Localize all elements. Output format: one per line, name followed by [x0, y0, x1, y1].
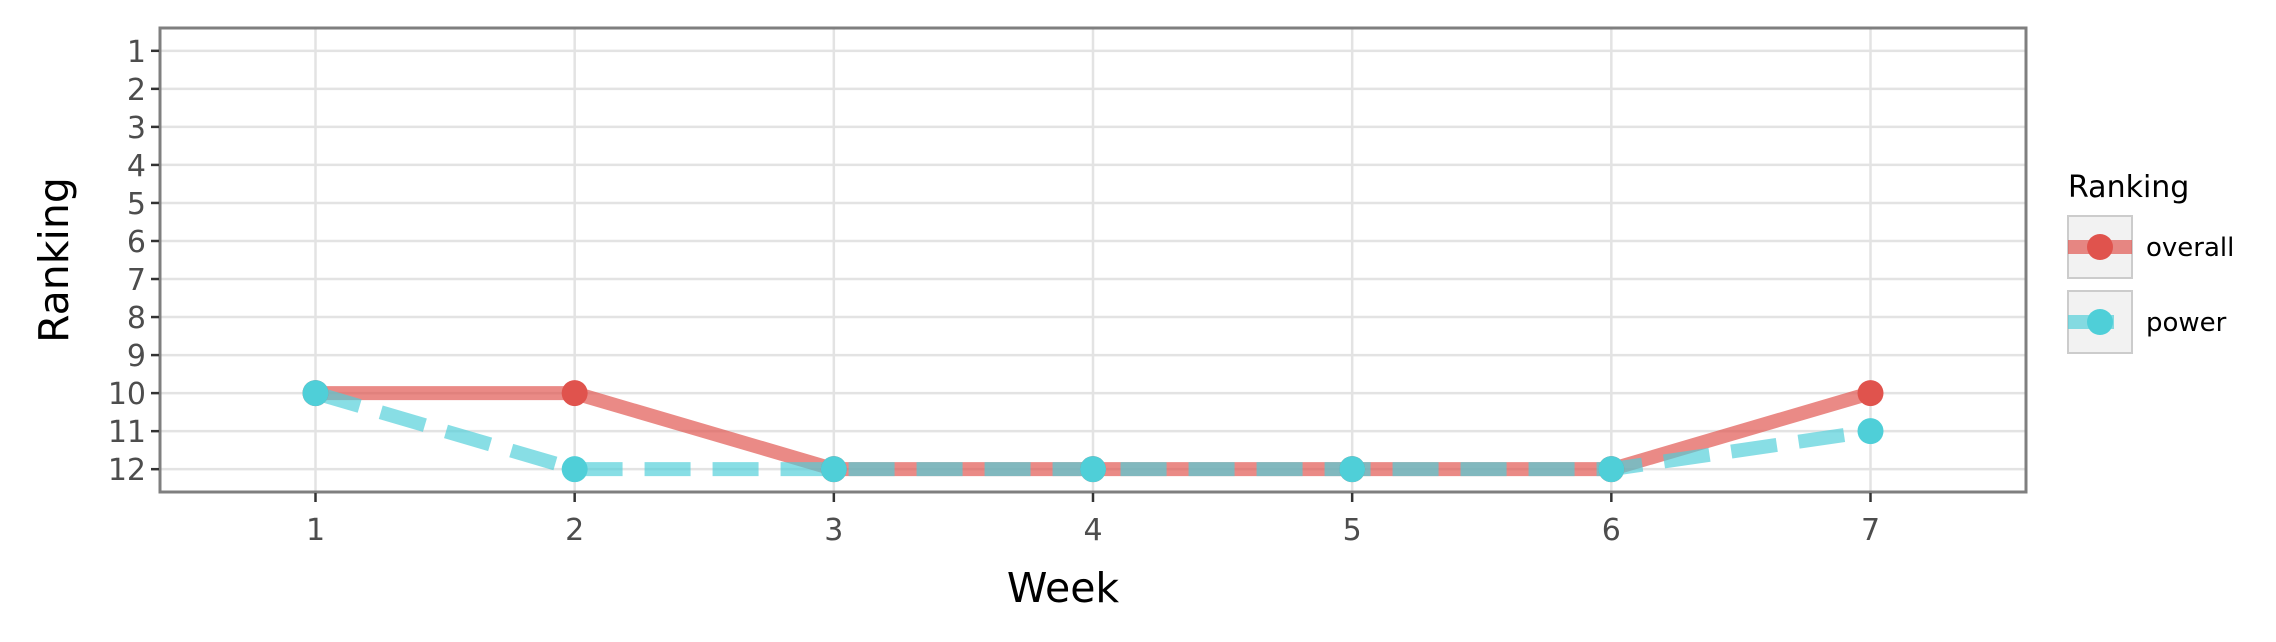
legend-key-marker-overall	[2087, 234, 2113, 260]
y-tick-label: 8	[127, 301, 146, 336]
data-point-overall	[561, 380, 588, 407]
data-point-power	[1080, 456, 1106, 483]
y-tick-label: 6	[127, 225, 146, 260]
data-point-power	[302, 380, 329, 407]
y-tick-label: 7	[127, 263, 146, 298]
legend-label-power: power	[2146, 308, 2227, 338]
y-axis-title: Ranking	[30, 177, 78, 343]
x-tick-label: 2	[565, 513, 584, 548]
y-tick-label: 3	[127, 111, 146, 146]
x-tick-label: 7	[1861, 513, 1880, 548]
y-tick-label: 12	[108, 453, 146, 488]
series-layer	[302, 380, 1884, 483]
legend-label-overall: overall	[2146, 233, 2234, 263]
x-axis-title: Week	[1007, 564, 1120, 612]
data-point-power	[820, 456, 847, 483]
x-tick-label: 1	[306, 513, 325, 548]
legend: Ranking overall power	[2067, 170, 2234, 354]
x-tick-label: 4	[1083, 513, 1102, 548]
legend-title: Ranking	[2068, 170, 2189, 205]
y-tick-label: 4	[127, 149, 146, 184]
y-tick-label: 5	[127, 187, 146, 222]
y-tick-label: 2	[127, 73, 146, 108]
x-tick-label: 3	[824, 513, 843, 548]
y-tick-label: 1	[127, 35, 146, 70]
grid	[160, 28, 2026, 492]
x-tick-label: 6	[1602, 513, 1621, 548]
x-axis-ticks: 1 2 3 4 5 6 7	[306, 493, 1880, 548]
data-point-power	[1598, 456, 1625, 483]
data-point-power	[1857, 418, 1884, 445]
y-tick-label: 9	[127, 339, 146, 374]
data-point-overall	[1857, 380, 1884, 407]
plot-border	[158, 26, 2028, 494]
legend-key-marker-power	[2087, 309, 2113, 335]
y-tick-label: 10	[108, 377, 146, 412]
x-tick-label: 5	[1343, 513, 1362, 548]
data-point-power	[561, 456, 588, 483]
data-point-power	[1339, 456, 1366, 483]
y-tick-label: 11	[108, 415, 146, 450]
